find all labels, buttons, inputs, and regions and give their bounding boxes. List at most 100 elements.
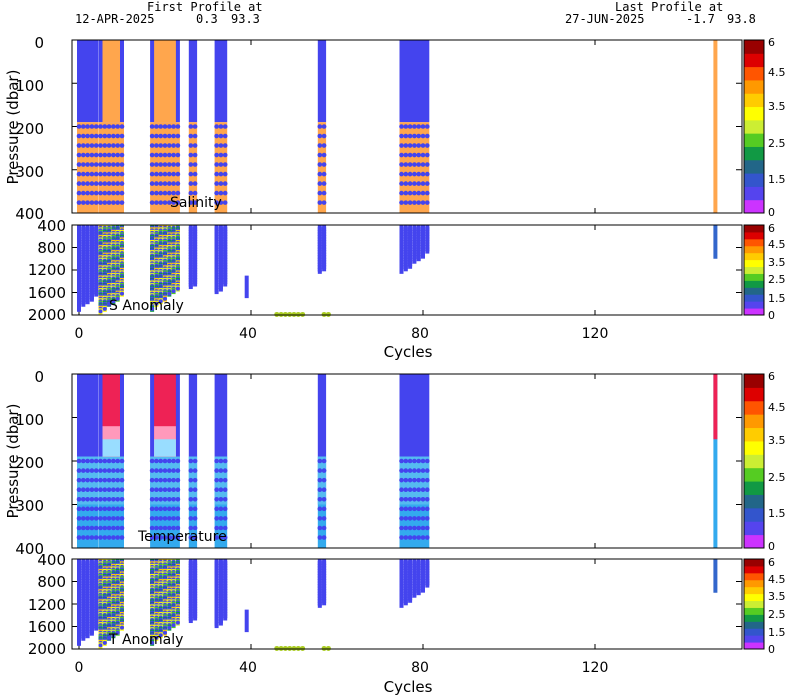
profile-dot — [158, 487, 163, 493]
profile-dot — [321, 181, 327, 186]
ytick-label: 2000 — [28, 640, 66, 658]
profile-dot — [321, 133, 327, 139]
profile-dot — [214, 496, 219, 502]
profile-dot — [111, 162, 116, 167]
profile-dot — [399, 468, 404, 473]
colorbar-swatch — [744, 186, 764, 201]
colorbar-label: 3.5 — [768, 590, 786, 603]
profile-dot — [420, 477, 426, 483]
profile-dot — [317, 143, 323, 148]
colorbar-swatch — [744, 600, 764, 608]
profile-dot — [399, 525, 404, 531]
profile-mask — [188, 374, 198, 457]
profile-dot — [218, 190, 224, 196]
profile-dot — [403, 171, 409, 177]
profile-dot — [154, 200, 159, 205]
profile-dot — [175, 133, 181, 139]
profile-dot — [407, 487, 413, 493]
profile-dot — [222, 133, 228, 139]
colorbar-frame — [743, 373, 765, 549]
profile-dot — [81, 496, 86, 502]
profile-dot — [403, 152, 409, 158]
profile-dot — [149, 496, 155, 502]
colorbar-label: 4.5 — [768, 66, 786, 79]
profile-dot — [412, 468, 417, 473]
profile-dot — [171, 181, 176, 186]
profile-dot — [321, 496, 327, 502]
profile-dot — [407, 162, 413, 167]
profile-dot — [162, 487, 168, 493]
profile-dot — [106, 152, 112, 158]
profile-dot — [149, 477, 155, 483]
profile-dot — [188, 133, 194, 139]
profile-dot — [158, 190, 163, 196]
profile-dot — [154, 301, 159, 306]
profile-dot — [171, 190, 176, 196]
profile-dot — [115, 200, 120, 205]
profile-dot — [149, 535, 155, 540]
profile-dot — [115, 181, 120, 186]
profile-dot — [167, 625, 172, 630]
profile-dot — [403, 477, 409, 483]
profile-dot — [76, 190, 82, 196]
profile-dot — [167, 181, 172, 186]
profile-dot — [167, 133, 172, 139]
profile-dot — [420, 496, 426, 502]
profile-dot — [222, 516, 228, 521]
profile-dot — [214, 477, 219, 483]
profile-dot — [93, 143, 99, 148]
profile-dot — [218, 458, 224, 464]
profile-dot — [403, 487, 409, 493]
colorbar-swatch — [744, 93, 764, 108]
profile-dot — [403, 468, 409, 473]
profile-dot — [420, 458, 426, 464]
colorbar-label: 3.5 — [768, 256, 786, 269]
profile-dot — [85, 124, 90, 129]
colorbar-label: 6 — [768, 222, 775, 235]
colorbar-label: 4.5 — [768, 401, 786, 414]
profile-dot — [154, 635, 159, 640]
colorbar-swatch — [744, 467, 764, 482]
profile-dot — [416, 181, 422, 186]
profile-dot — [119, 200, 125, 205]
profile-dot — [89, 181, 95, 186]
deep-profile-mark — [278, 311, 284, 317]
profile-dot — [85, 190, 90, 196]
profile-dot — [76, 143, 82, 148]
profile-dot — [321, 162, 327, 167]
profile-dot — [321, 152, 327, 158]
profile-dot — [218, 620, 223, 625]
colorbar-label: 3.5 — [768, 434, 786, 447]
profile-dot — [188, 477, 194, 483]
profile-dot — [98, 487, 103, 493]
colorbar-swatch — [744, 199, 764, 214]
t-anomaly-panel-title: T Anomaly — [108, 632, 183, 648]
profile-dot — [407, 496, 413, 502]
profile-dot — [119, 516, 125, 521]
colorbar-label: 4.5 — [768, 573, 786, 586]
deep-profile-mark — [300, 645, 306, 651]
profile-dot — [85, 496, 90, 502]
profile-dot — [218, 143, 224, 148]
profile-dot — [317, 477, 323, 483]
y-axis-label: Pressure (dbar) — [4, 70, 22, 185]
profile-dot — [403, 600, 408, 605]
profile-dot — [89, 496, 95, 502]
profile-dot — [93, 190, 99, 196]
last-profile-column — [713, 225, 718, 259]
profile-dot — [420, 535, 426, 540]
profile-dot — [167, 516, 172, 521]
colorbar-swatch — [744, 79, 764, 94]
property-fill — [188, 122, 198, 213]
profile-dot — [222, 171, 228, 177]
profile-dot — [149, 171, 155, 177]
profile-dot — [171, 124, 176, 129]
deep-profile-mark — [295, 311, 301, 317]
profile-dot — [412, 258, 417, 263]
profile-dot — [171, 143, 176, 148]
profile-dot — [399, 133, 404, 139]
profile-dot — [98, 525, 103, 531]
profile-dot — [158, 143, 163, 148]
profile-mask — [399, 374, 430, 457]
profile-dot — [317, 496, 323, 502]
